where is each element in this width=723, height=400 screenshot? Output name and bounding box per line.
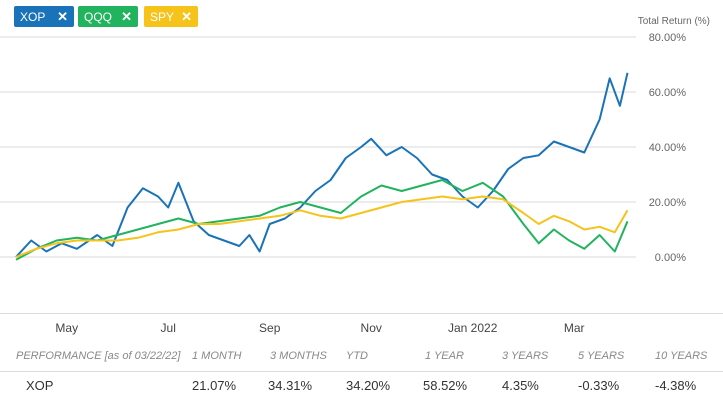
x-tick-label: Jul [161, 321, 176, 335]
series-line-qqq [15, 179, 629, 261]
col-1-year: 1 YEAR [425, 350, 464, 362]
legend-chip-label: XOP [20, 9, 46, 24]
val-10-years: -4.38% [655, 378, 697, 393]
y-tick-label: 80.00% [649, 32, 687, 44]
val-3-years: 4.35% [502, 378, 539, 393]
row-ticker: XOP [26, 378, 54, 393]
val-1-month: 21.07% [192, 378, 237, 393]
close-icon[interactable]: ✕ [57, 8, 68, 24]
close-icon[interactable]: ✕ [121, 8, 132, 24]
legend-chip-label: SPY [150, 9, 175, 24]
col-3-years: 3 YEARS [502, 350, 549, 362]
col-5-years: 5 YEARS [578, 350, 625, 362]
val-3-months: 34.31% [268, 378, 313, 393]
legend-chip-xop[interactable]: XOP ✕ [14, 6, 74, 27]
performance-header-label: PERFORMANCE [as of 03/22/22] [16, 350, 181, 362]
col-3-months: 3 MONTHS [270, 350, 327, 362]
y-tick-label: 0.00% [655, 252, 686, 264]
y-axis-ticks: 80.00% 60.00% 40.00% 20.00% 0.00% [649, 32, 687, 264]
close-icon[interactable]: ✕ [181, 8, 192, 24]
x-tick-label: Mar [564, 321, 585, 335]
val-ytd: 34.20% [346, 378, 391, 393]
x-tick-label: Jan 2022 [448, 321, 498, 335]
chart-series-lines [15, 72, 629, 261]
y-tick-label: 40.00% [649, 142, 687, 154]
y-tick-label: 60.00% [649, 87, 687, 99]
x-tick-label: Nov [361, 321, 382, 335]
performance-divider [0, 371, 723, 372]
legend-chip-qqq[interactable]: QQQ ✕ [78, 6, 138, 27]
series-line-spy [15, 195, 629, 258]
series-line-xop [15, 72, 629, 258]
col-10-years: 10 YEARS [655, 350, 708, 362]
x-axis-divider [0, 313, 723, 314]
legend-chip-label: QQQ [84, 9, 113, 24]
performance-chart: Total Return (%) 80.00% 60.00% 40.00% 20.00… [0, 16, 710, 335]
x-tick-label: Sep [259, 321, 281, 335]
y-tick-label: 20.00% [649, 197, 687, 209]
y-axis-label: Total Return (%) [638, 16, 710, 27]
col-ytd: YTD [346, 350, 368, 362]
val-1-year: 58.52% [423, 378, 468, 393]
x-axis-ticks: May Jul Sep Nov Jan 2022 Mar [55, 321, 584, 335]
chart-gridlines [0, 36, 636, 258]
legend-chip-spy[interactable]: SPY ✕ [144, 6, 198, 27]
val-5-years: -0.33% [578, 378, 620, 393]
col-1-month: 1 MONTH [192, 350, 242, 362]
x-tick-label: May [55, 321, 78, 335]
